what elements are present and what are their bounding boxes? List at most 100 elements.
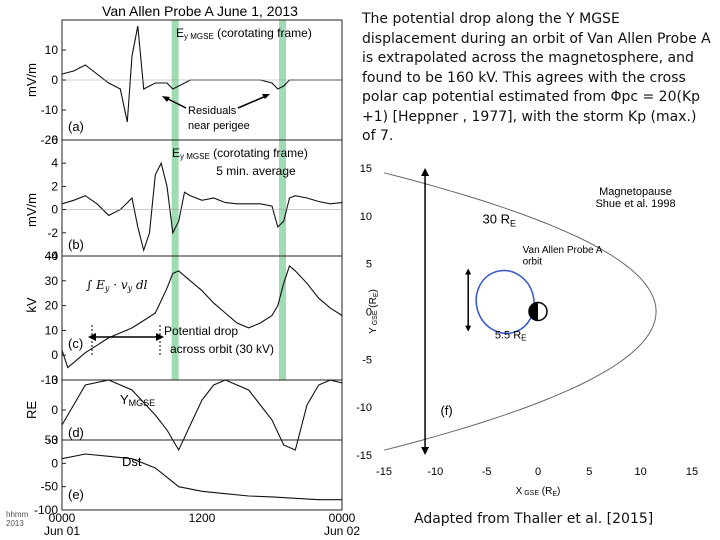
highlight-band-2 bbox=[279, 20, 286, 380]
ylabel-panel-a: mV/m bbox=[24, 63, 39, 97]
y-tick-labels: 100-10-206420-2-4403020100-1030-3500-50-… bbox=[34, 43, 66, 517]
f-ytick: 15 bbox=[360, 163, 372, 175]
orbit-label-line2: orbit bbox=[523, 257, 543, 268]
f-xtick: 0 bbox=[535, 466, 541, 478]
ytick-c: 30 bbox=[45, 274, 59, 288]
panel-f-label: (f) bbox=[440, 403, 452, 418]
residuals-note-2: near perigee bbox=[188, 120, 250, 132]
potential-drop-note-1: Potential drop bbox=[164, 324, 238, 338]
ytick-b: -2 bbox=[47, 226, 58, 240]
ytick-c: 10 bbox=[45, 323, 59, 337]
left-title: Van Allen Probe A June 1, 2013 bbox=[102, 3, 298, 19]
ytick-d: -3 bbox=[47, 433, 58, 447]
ytick-a: 10 bbox=[45, 43, 59, 57]
panel-b-annotation-line2: 5 min. average bbox=[216, 164, 296, 178]
panel-e-frame bbox=[61, 439, 343, 511]
ytick-e: 0 bbox=[51, 456, 58, 470]
f-ytick: 10 bbox=[360, 211, 372, 223]
ytick-a: -20 bbox=[41, 133, 59, 147]
ytick-d: 3 bbox=[51, 373, 58, 387]
orbit-arrowhead-top bbox=[465, 268, 472, 275]
orbit-arrowhead-bottom bbox=[465, 325, 472, 332]
residuals-arrow-right bbox=[237, 95, 267, 109]
panel-e-annotation: Dst bbox=[122, 454, 142, 469]
series-line-b bbox=[61, 161, 343, 253]
ytick-b: 2 bbox=[51, 179, 58, 193]
ytick-b: 0 bbox=[51, 203, 58, 217]
ytick-d: 0 bbox=[51, 403, 58, 417]
integral-formula: ∫ Ey · vy dl bbox=[86, 278, 148, 293]
panel-f-xlabel: X GSE (RE) bbox=[516, 486, 561, 498]
xtick-sublabel: Jun 01 bbox=[44, 524, 80, 538]
panel-d-annotation: YMGSE bbox=[120, 392, 155, 408]
magnetopause-label: Magnetopause bbox=[599, 186, 672, 198]
ylabel-panel-d: RE bbox=[24, 401, 39, 419]
ylabel-panel-b: mV/m bbox=[24, 193, 39, 227]
residuals-arrowhead-left bbox=[162, 96, 170, 102]
xtick-sublabel: Jun 02 bbox=[324, 524, 360, 538]
residuals-note-1: Residuals bbox=[188, 105, 237, 117]
f-y-tick-labels: 15 10 5 0 -5 -10 -15 bbox=[356, 163, 372, 462]
xtick-label: 0000 bbox=[49, 511, 76, 525]
width-arrowhead-bottom bbox=[421, 447, 430, 455]
f-ytick: 0 bbox=[366, 307, 372, 319]
panel-c-frame bbox=[61, 255, 343, 381]
series-line-e bbox=[61, 453, 342, 501]
series-lines bbox=[61, 25, 343, 501]
ytick-b: -4 bbox=[47, 249, 58, 263]
width-arrowhead-top bbox=[421, 168, 430, 176]
residuals-arrow-left bbox=[165, 97, 187, 109]
probe-orbit bbox=[475, 269, 535, 335]
f-x-tick-labels: -15 -10 -5 0 5 10 15 bbox=[376, 466, 698, 478]
magnetopause-curve bbox=[383, 172, 657, 451]
panel-f: 15 10 5 0 -5 -10 -15 -15 -10 -5 0 5 10 15 (f) Magnet… bbox=[356, 163, 698, 498]
f-xtick: -10 bbox=[427, 466, 443, 478]
panel-b-annotation: Ey MGSE (corotating frame) bbox=[172, 146, 308, 161]
panel-c-label: (c) bbox=[68, 336, 83, 351]
panel-a-annotation: Ey MGSE (corotating frame) bbox=[176, 26, 312, 41]
width-label: 30 RE bbox=[483, 211, 516, 228]
panel-b-label: (b) bbox=[68, 237, 84, 252]
ytick-e: -50 bbox=[41, 480, 59, 494]
magnetopause-citation: Shue et al. 1998 bbox=[595, 198, 675, 210]
f-xtick: 10 bbox=[635, 466, 647, 478]
ytick-e: -100 bbox=[34, 503, 58, 517]
earth-icon bbox=[528, 301, 548, 322]
ytick-e: 50 bbox=[45, 433, 59, 447]
corner-label-year: 2013 bbox=[6, 519, 24, 528]
orbit-size-label: 5.5 RE bbox=[495, 329, 527, 342]
f-ytick: -10 bbox=[356, 402, 372, 414]
xtick-label: 0000 bbox=[329, 511, 356, 525]
f-ytick: -5 bbox=[362, 354, 372, 366]
f-xtick: 15 bbox=[686, 466, 698, 478]
potential-drop-note-2: across orbit (30 kV) bbox=[170, 342, 274, 356]
ytick-c: 0 bbox=[51, 348, 58, 362]
panel-e-label: (e) bbox=[68, 487, 84, 502]
ytick-c: -10 bbox=[41, 373, 59, 387]
series-line-c bbox=[61, 264, 343, 369]
panel-a-label: (a) bbox=[68, 119, 84, 134]
ytick-c: 20 bbox=[45, 299, 59, 313]
highlight-band-1 bbox=[171, 20, 179, 380]
residuals-arrowhead-right bbox=[262, 94, 270, 99]
ylabel-panel-c: kV bbox=[24, 297, 39, 313]
explanation-paragraph: The potential drop along the Y MGSE disp… bbox=[362, 11, 711, 144]
f-ytick: -15 bbox=[356, 450, 372, 462]
series-line-d bbox=[61, 379, 343, 452]
orbit-label: Van Allen Probe A bbox=[523, 245, 603, 256]
ytick-a: -10 bbox=[41, 103, 59, 117]
f-xtick: 5 bbox=[586, 466, 592, 478]
corner-label-hhmm: hhmm bbox=[6, 510, 29, 519]
panel-frames bbox=[61, 19, 343, 511]
panel-d-label: (d) bbox=[68, 425, 84, 440]
xtick-label: 1200 bbox=[189, 511, 216, 525]
ytick-b: 4 bbox=[51, 156, 58, 170]
f-ytick: 5 bbox=[366, 259, 372, 271]
ytick-a: 0 bbox=[51, 73, 58, 87]
credit-line: Adapted from Thaller et al. [2015] bbox=[414, 511, 654, 527]
f-xtick: -15 bbox=[376, 466, 392, 478]
highlight-bands bbox=[171, 20, 286, 380]
ytick-b: 6 bbox=[51, 133, 58, 147]
